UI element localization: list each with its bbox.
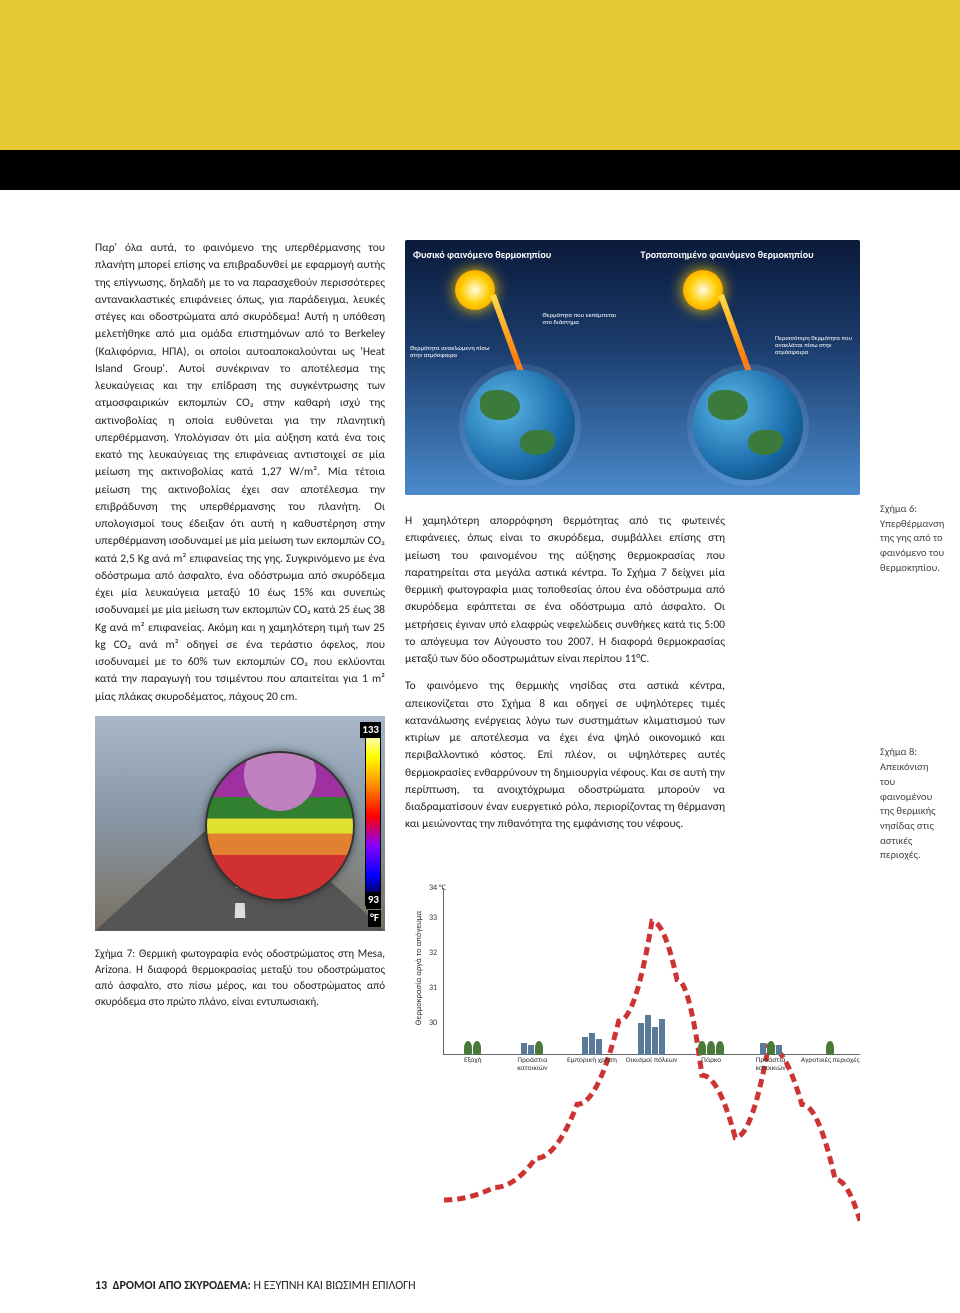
figure-7-thermal: 133 93 °F (95, 716, 385, 931)
mid-p2: Το φαινόμενο της θερμικής νησίδας στα ασ… (405, 678, 725, 833)
thermal-scale-min: 93 (366, 892, 381, 909)
footer-page: 13 (95, 1279, 107, 1293)
body-text-1: Παρ' όλα αυτά, το φαινόμενο της υπερθέρμ… (95, 240, 385, 706)
figure-8-heat-island: Θερμοκρασία αργά το απόγευμα 34 °C Ε (405, 883, 865, 1083)
gh-title-left: Φυσικό φαινόμενο θερμοκηπίου (413, 248, 625, 261)
header-strip (0, 150, 960, 190)
hi-xlabel: Πάρκο (681, 1057, 741, 1083)
hi-xlabel: Αγροτικές περιοχές (800, 1057, 860, 1083)
hi-ytick: 33 (429, 913, 437, 923)
hi-xlabel: Εμπορική χρήση (562, 1057, 622, 1083)
column-middle: Φυσικό φαινόμενο θερμοκηπίου Θερμότητα π… (405, 240, 740, 1083)
hi-xlabel: Προάστια κατοικιών (503, 1057, 563, 1083)
hi-xlabel: Εξοχή (443, 1057, 503, 1083)
gh-label-reflect: Θερμότητα ανακλώμενη πίσω στην ατμόσφαιρ… (410, 345, 490, 359)
gh-title-right: Τροποποιημένο φαινόμενο θερμοκηπίου (641, 248, 853, 261)
thermal-scale-unit: °F (368, 910, 381, 927)
page-content: Παρ' όλα αυτά, το φαινόμενο της υπερθέρμ… (0, 190, 960, 1103)
body-text-mid: Η χαμηλότερη απορρόφηση θερμότητας από τ… (405, 513, 725, 834)
caption-8: Σχήμα 8: Απεικόνιση του φαινομένου της θ… (880, 745, 944, 863)
top-banner (0, 0, 960, 150)
page-footer: 13 ΔΡΟΜΟΙ ΑΠΟ ΣΚΥΡΟΔΕΜΑ: Η ΕΞΥΠΝΗ ΚΑΙ ΒΙ… (95, 1279, 416, 1293)
caption-6: Σχήμα 6: Υπερθέρμανση της γης από το φαι… (880, 502, 944, 575)
caption-7: Σχήμα 7: Θερμική φωτογραφία ενός οδοστρώ… (95, 946, 385, 1010)
hi-ytick: 30 (429, 1018, 437, 1028)
footer-title: ΔΡΟΜΟΙ ΑΠΟ ΣΚΥΡΟΔΕΜΑ: (113, 1279, 251, 1293)
hi-ylabel: Θερμοκρασία αργά το απόγευμα (414, 898, 424, 1038)
hi-xlabel: Οικισμοί πόλεων (622, 1057, 682, 1083)
hi-ytick: 31 (429, 983, 437, 993)
gh-label-more: Περισσότερη θερμότητα που ανακλάται πίσω… (775, 335, 855, 356)
column-right: Σχήμα 6: Υπερθέρμανση της γης από το φαι… (880, 240, 944, 863)
hi-xlabels: ΕξοχήΠροάστια κατοικιώνΕμπορική χρήσηΟικ… (443, 1057, 860, 1083)
gh-label-space: Θερμότητα που εκπέμπεται στο διάστημα (543, 312, 623, 326)
hi-ytick: 32 (429, 948, 437, 958)
column-left: Παρ' όλα αυτά, το φαινόμενο της υπερθέρμ… (95, 240, 385, 1083)
hi-xlabel: Προάστια κατοικιών (741, 1057, 801, 1083)
thermal-scale-max: 133 (360, 722, 381, 739)
mid-p1: Η χαμηλότερη απορρόφηση θερμότητας από τ… (405, 513, 725, 668)
hi-buildings (443, 1010, 860, 1055)
footer-sub: Η ΕΞΥΠΝΗ ΚΑΙ ΒΙΩΣΙΜΗ ΕΠΙΛΟΓΗ (251, 1279, 416, 1293)
figure-6-greenhouse: Φυσικό φαινόμενο θερμοκηπίου Θερμότητα π… (405, 240, 860, 495)
